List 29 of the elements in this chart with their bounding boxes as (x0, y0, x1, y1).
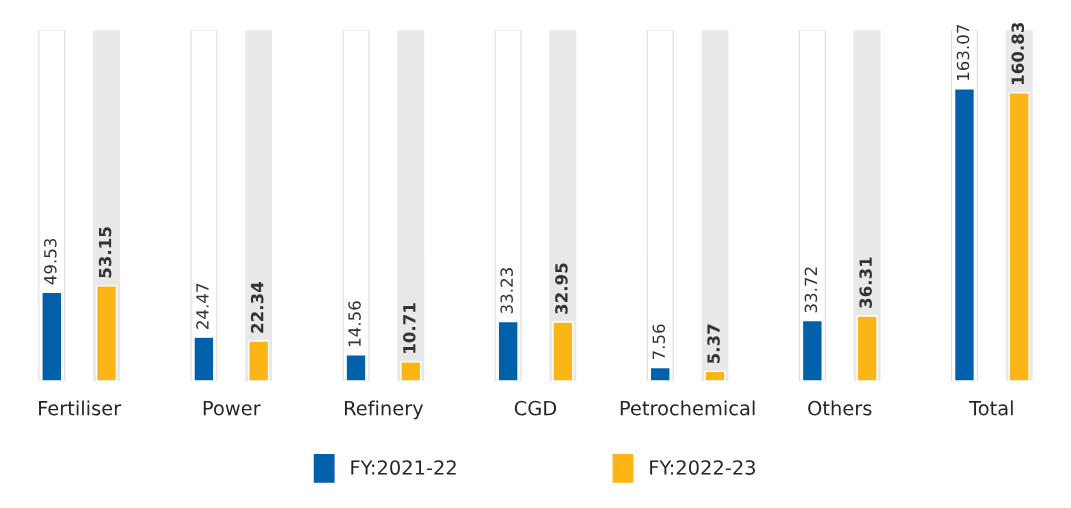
data-label: 53.15 (98, 227, 112, 278)
data-label: 33.72 (804, 267, 818, 313)
x-tick-label: Petrochemical (620, 400, 755, 416)
bar (856, 315, 878, 381)
x-tick-label: CGD (514, 400, 557, 416)
x-tick-label: Fertiliser (39, 400, 122, 416)
data-label: 22.34 (250, 282, 264, 333)
x-tick-label: Refinery (344, 400, 424, 420)
bar (95, 285, 118, 381)
data-label: 24.47 (196, 283, 209, 329)
bar (704, 370, 726, 381)
bar (248, 340, 270, 381)
legend-label: FY:2021-22 (351, 460, 456, 475)
data-label: 5.37 (707, 324, 720, 364)
data-label: 163.07 (956, 25, 970, 81)
legend-label: FY:2022-23 (650, 460, 755, 475)
data-label: 33.23 (500, 268, 513, 314)
x-tick-label: Others (808, 400, 872, 416)
data-label: 160.83 (1011, 22, 1025, 85)
x-tick-label: Power (203, 401, 261, 416)
data-label: 49.53 (44, 238, 57, 285)
bar (552, 321, 574, 381)
bar (400, 361, 422, 381)
data-label: 10.71 (403, 303, 416, 353)
data-label: 14.56 (348, 301, 361, 347)
x-tick-label: Total (969, 400, 1013, 416)
data-label: 32.95 (555, 263, 568, 314)
data-label: 7.56 (652, 324, 666, 360)
data-label: 36.31 (859, 257, 872, 308)
